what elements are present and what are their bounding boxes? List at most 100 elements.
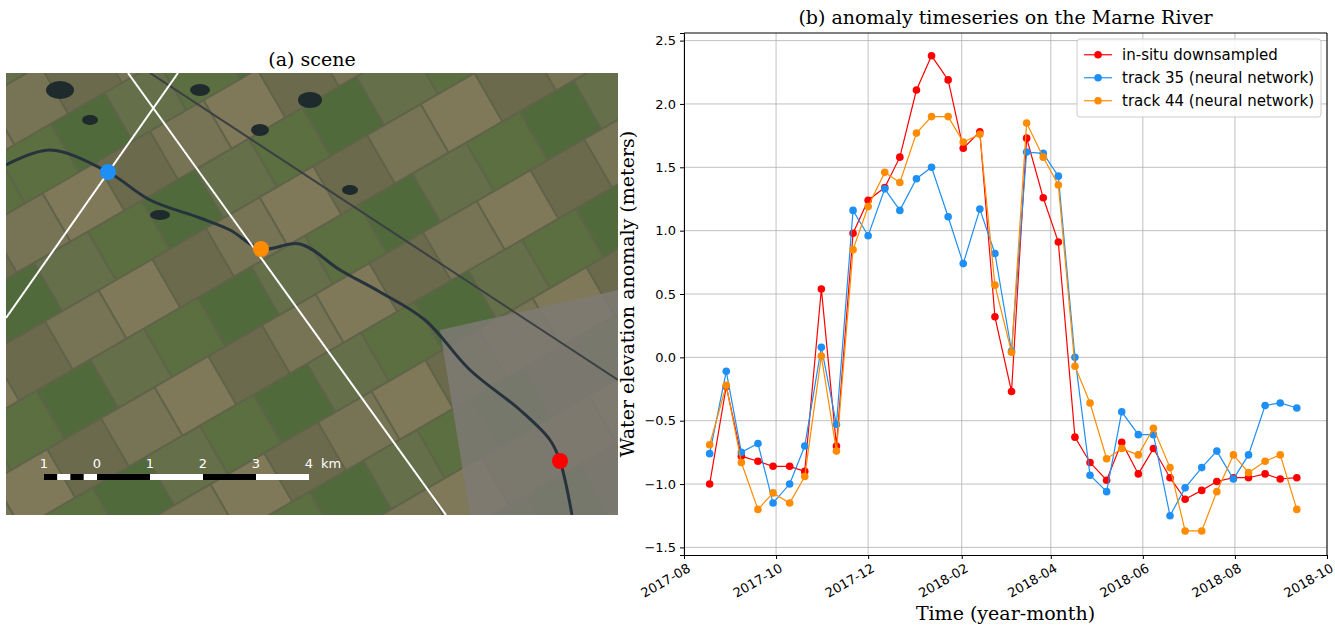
series-marker [1135, 431, 1143, 439]
series-line [710, 56, 1297, 499]
legend: in-situ downsampled track 35 (neural netw… [1077, 39, 1321, 117]
scale-segment [150, 474, 203, 480]
y-tick: 1.5 [655, 160, 684, 175]
x-tick-label: 2018-10 [1281, 561, 1335, 601]
series-marker [1293, 404, 1301, 412]
scale-segment [97, 474, 150, 480]
figure: (a) scene101234km−1.5−1.0−0.50.00.51.01.… [0, 0, 1335, 629]
x-axis: 2017-082017-102017-122018-022018-042018-… [638, 555, 1335, 601]
series-marker [1103, 455, 1111, 463]
series-marker [706, 441, 714, 449]
legend-label: track 35 (neural network) [1122, 69, 1314, 87]
series-marker [928, 52, 936, 60]
series-marker [1135, 470, 1143, 478]
series-marker [1086, 471, 1094, 479]
y-tick-mark [680, 41, 684, 42]
track-line [128, 73, 446, 515]
x-tick: 2018-08 [1189, 555, 1244, 601]
grid [684, 33, 1327, 555]
y-tick-label: 1.5 [655, 160, 676, 175]
frame [684, 33, 1327, 34]
series-marker [1166, 464, 1174, 472]
x-tick-label: 2017-10 [730, 561, 785, 601]
y-tick-mark [680, 547, 684, 548]
lake [342, 185, 358, 195]
legend-label: in-situ downsampled [1122, 46, 1278, 64]
series-marker [1181, 527, 1189, 535]
y-axis-line [680, 34, 685, 556]
series-marker [959, 260, 967, 268]
y-tick: −0.5 [644, 413, 684, 428]
x-tick: 2018-10 [1281, 555, 1335, 601]
y-tick-label: 2.5 [655, 33, 676, 48]
station-dot [100, 164, 116, 180]
legend-marker [1094, 51, 1102, 59]
y-tick-label: −0.5 [644, 413, 676, 428]
x-tick-label: 2017-08 [638, 561, 693, 601]
series-marker [1293, 474, 1301, 482]
station-dot [552, 453, 568, 469]
grid-line-x [1327, 33, 1328, 555]
series-marker [913, 175, 921, 183]
x-tick-mark [1327, 555, 1328, 559]
x-tick: 2018-04 [1005, 555, 1060, 601]
scale-unit: km [321, 456, 341, 471]
scale-label: 4 [305, 456, 313, 471]
series-marker [1293, 506, 1301, 514]
series-marker [1261, 402, 1269, 410]
series-marker [864, 232, 872, 240]
series-marker [769, 463, 777, 471]
town [440, 290, 618, 515]
y-tick: −1.5 [644, 540, 684, 555]
x-tick: 2017-10 [730, 555, 785, 601]
series-marker [833, 447, 841, 455]
series-marker [1245, 451, 1253, 459]
series-marker [801, 442, 809, 450]
series-line [710, 152, 1297, 516]
series-marker [722, 367, 730, 375]
grid-line-y [684, 230, 1327, 231]
series-marker [1071, 362, 1079, 370]
y-tick: 0.5 [655, 287, 684, 302]
scale-segment [256, 474, 309, 480]
field [575, 73, 618, 128]
scale-segment [71, 474, 84, 480]
grid-line-y [684, 547, 1327, 548]
series-marker [944, 213, 952, 221]
x-tick: 2018-02 [916, 555, 971, 601]
series-marker [1071, 433, 1079, 441]
series-marker [1166, 512, 1174, 520]
series-marker [1230, 451, 1238, 459]
series-marker [1181, 495, 1189, 503]
panel-title: (a) scene [268, 48, 355, 70]
series-marker [1261, 470, 1269, 478]
series-marker [1055, 181, 1063, 189]
series-marker [1008, 348, 1016, 356]
series-marker [1198, 527, 1206, 535]
series-marker [1039, 194, 1047, 202]
series-marker [738, 459, 746, 467]
y-tick-mark [680, 484, 684, 485]
series-marker [1086, 459, 1094, 467]
series-marker [1245, 469, 1253, 477]
river [6, 150, 572, 515]
y-tick-mark [680, 104, 684, 105]
series-marker [1086, 399, 1094, 407]
series-marker [706, 450, 714, 458]
legend-item: in-situ downsampled [1084, 46, 1278, 64]
y-tick-mark [680, 357, 684, 358]
series-marker [928, 113, 936, 121]
series-marker [1055, 238, 1063, 246]
series-marker [881, 169, 889, 177]
y-tick-label: 1.0 [655, 223, 676, 238]
legend-item: track 44 (neural network) [1084, 92, 1314, 110]
series-marker [1008, 388, 1016, 396]
series-marker [976, 205, 984, 213]
series-marker [722, 381, 730, 389]
series-marker [1276, 475, 1284, 483]
x-tick-mark [776, 555, 777, 559]
scale-label: 1 [40, 456, 48, 471]
series-marker [913, 129, 921, 137]
series-marker [1118, 445, 1126, 453]
series-marker [1261, 457, 1269, 465]
